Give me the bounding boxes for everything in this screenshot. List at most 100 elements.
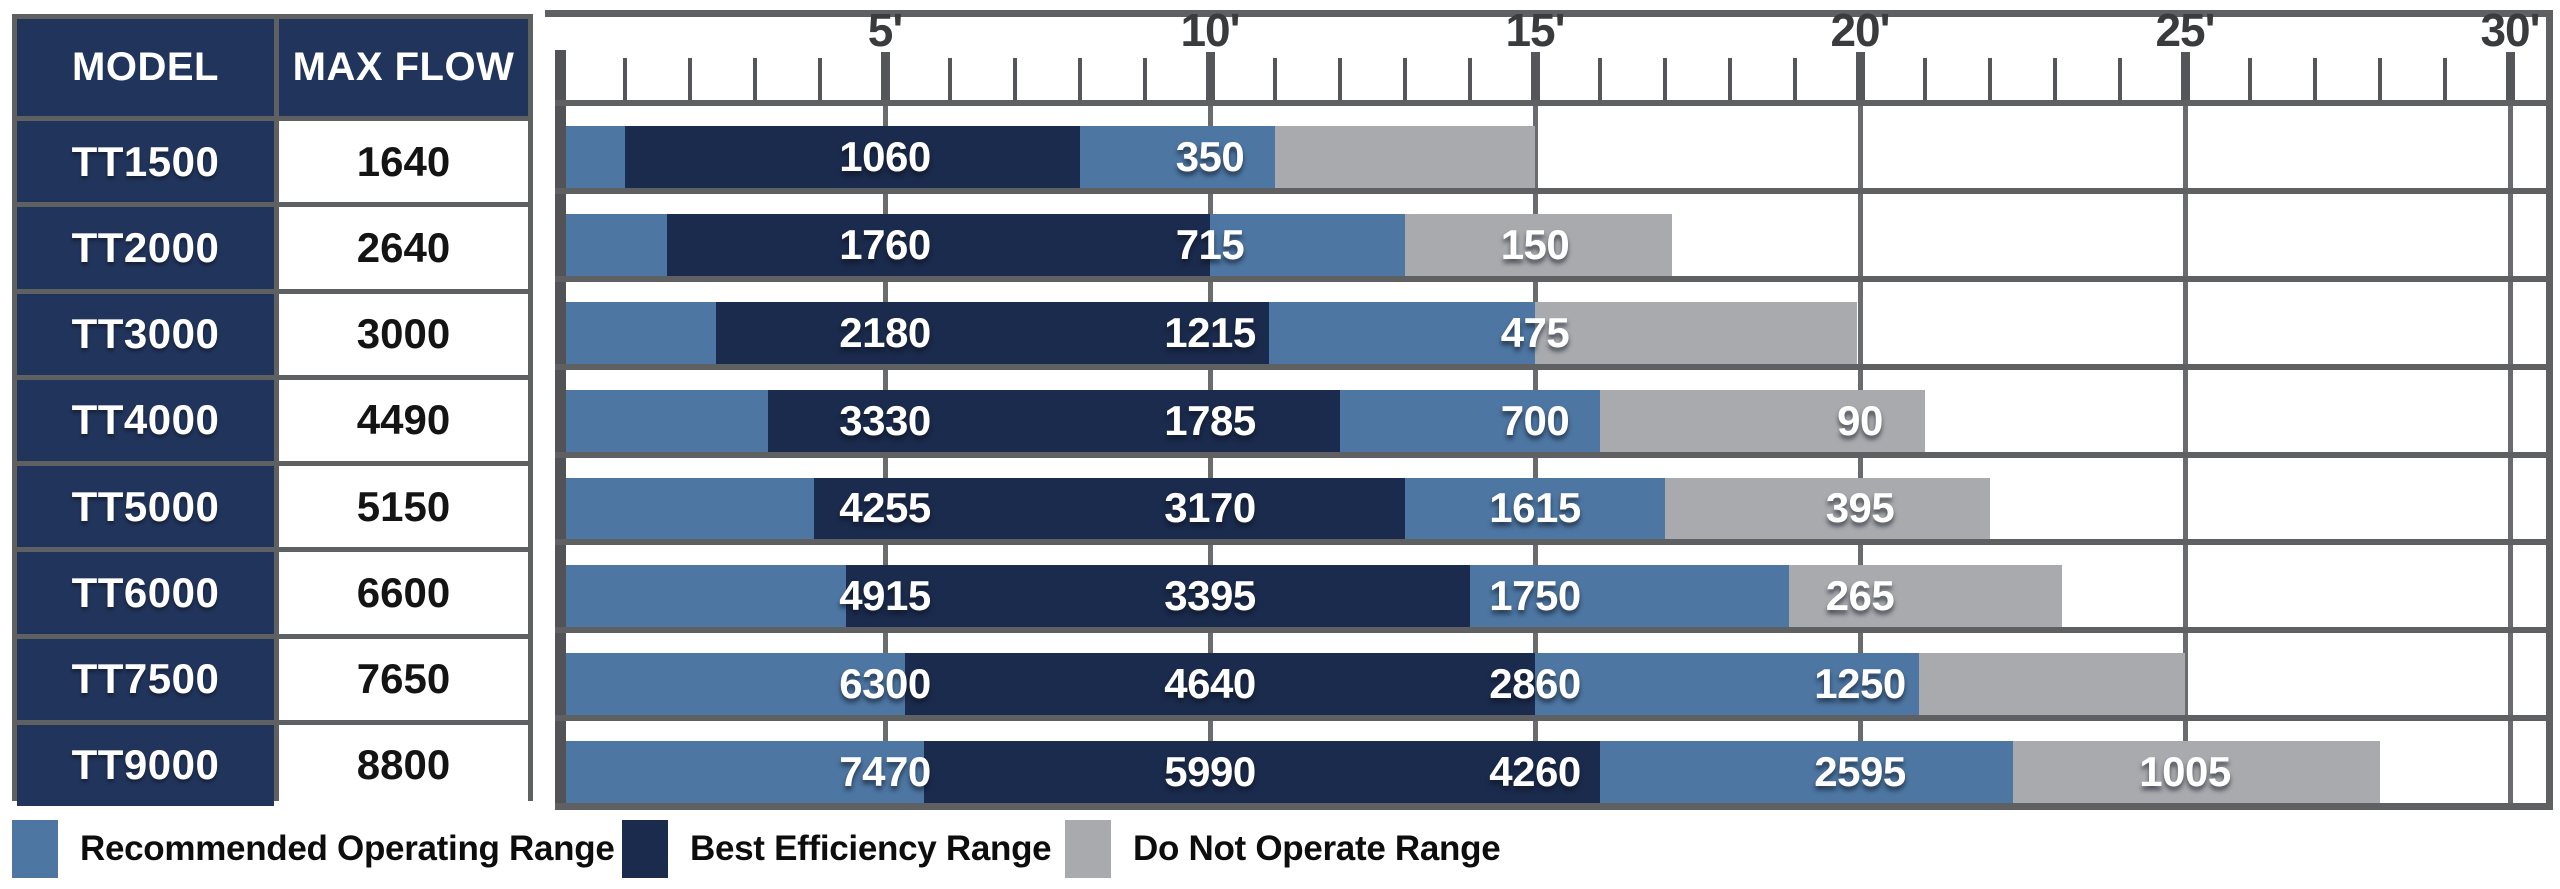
recommended-range-high-TT6000 <box>1470 565 1789 628</box>
flow-label-TT9000-10ft: 5990 <box>1164 748 1256 796</box>
model-cell-TT1500: TT1500 <box>17 121 274 203</box>
major-tick-5ft <box>880 52 890 100</box>
minor-tick <box>1793 58 1797 100</box>
minor-tick <box>1078 58 1082 100</box>
minor-tick <box>1598 58 1602 100</box>
recommended-range-low-TT2000 <box>566 213 668 276</box>
flow-label-TT3000-5ft: 2180 <box>839 308 931 356</box>
recommended-range-high-TT1500 <box>1080 126 1275 188</box>
chart-top-border <box>545 10 2553 17</box>
model-cell-TT2000: TT2000 <box>17 207 274 289</box>
legend-swatch-do-not-operate <box>1065 820 1111 878</box>
row-separator-line <box>555 275 2553 282</box>
flow-label-TT7500-20ft: 1250 <box>1814 660 1906 708</box>
legend-label-do-not-operate: Do Not Operate Range <box>1133 829 1501 868</box>
minor-tick <box>1468 58 1472 100</box>
minor-tick <box>1663 58 1667 100</box>
row-separator-line <box>555 803 2553 810</box>
recommended-range-low-TT3000 <box>566 301 716 364</box>
flow-label-TT1500-10ft: 350 <box>1175 132 1245 180</box>
minor-tick <box>1728 58 1732 100</box>
minor-tick <box>688 58 692 100</box>
flow-label-TT3000-10ft: 1215 <box>1164 308 1256 356</box>
flow-label-TT4000-20ft: 90 <box>1837 396 1883 444</box>
best-efficiency-range-TT3000 <box>716 301 1269 364</box>
recommended-range-high-TT7500 <box>1535 653 1919 716</box>
max-flow-cell-TT5000: 5150 <box>279 466 528 548</box>
minor-tick <box>1143 58 1147 100</box>
flow-label-TT6000-5ft: 4915 <box>839 572 931 620</box>
recommended-range-low-TT1500 <box>566 126 625 188</box>
do-not-operate-range-TT4000 <box>1600 389 1925 452</box>
axis-label-5ft: 5' <box>867 4 904 56</box>
flow-label-TT7500-10ft: 4640 <box>1164 660 1256 708</box>
do-not-operate-range-TT5000 <box>1665 477 1990 540</box>
recommended-range-low-TT7500 <box>566 653 905 716</box>
flow-label-TT4000-5ft: 3330 <box>839 396 931 444</box>
axis-label-10ft: 10' <box>1180 4 1240 56</box>
legend-item-best-efficiency: Best Efficiency Range <box>622 820 1052 878</box>
minor-tick <box>948 58 952 100</box>
major-tick-15ft <box>1530 52 1540 100</box>
model-cell-TT7500: TT7500 <box>17 638 274 720</box>
flow-label-TT5000-5ft: 4255 <box>839 484 931 532</box>
best-efficiency-range-TT4000 <box>768 389 1340 452</box>
major-tick-10ft <box>1205 52 1215 100</box>
axis-label-25ft: 25' <box>2155 4 2215 56</box>
model-spec-table: MODEL MAX FLOW TT1500 1640 TT2000 2640 TT300… <box>12 14 533 806</box>
minor-tick <box>2443 58 2447 100</box>
ruler-baseline <box>555 100 2553 106</box>
minor-tick <box>623 58 627 100</box>
max-flow-cell-TT7500: 7650 <box>279 638 528 720</box>
minor-tick <box>1923 58 1927 100</box>
max-flow-cell-TT3000: 3000 <box>279 293 528 375</box>
axis-label-30ft: 30' <box>2480 4 2540 56</box>
row-separator-line <box>555 187 2553 194</box>
chart-right-border <box>2546 10 2553 810</box>
flow-label-TT2000-5ft: 1760 <box>839 220 931 268</box>
model-cell-TT3000: TT3000 <box>17 293 274 375</box>
minor-tick <box>2248 58 2252 100</box>
legend-label-best-efficiency: Best Efficiency Range <box>690 829 1052 868</box>
minor-tick <box>1273 58 1277 100</box>
legend-swatch-recommended <box>12 820 58 878</box>
flow-label-TT5000-15ft: 1615 <box>1489 484 1581 532</box>
axis-label-20ft: 20' <box>1830 4 1890 56</box>
major-tick-30ft <box>2505 52 2515 100</box>
legend-label-recommended: Recommended Operating Range <box>80 829 615 868</box>
max-flow-column-header: MAX FLOW <box>279 19 528 116</box>
flow-label-TT4000-15ft: 700 <box>1500 396 1570 444</box>
flow-label-TT1500-5ft: 1060 <box>839 132 931 180</box>
legend-item-do-not-operate: Do Not Operate Range <box>1065 820 1501 878</box>
flow-label-TT9000-15ft: 4260 <box>1489 748 1581 796</box>
recommended-range-low-TT9000 <box>566 741 924 803</box>
flow-label-TT3000-15ft: 475 <box>1500 308 1570 356</box>
flow-label-TT4000-10ft: 1785 <box>1164 396 1256 444</box>
row-separator-line <box>555 451 2553 458</box>
model-cell-TT4000: TT4000 <box>17 379 274 461</box>
row-separator-line <box>555 363 2553 370</box>
major-tick-20ft <box>1855 52 1865 100</box>
model-cell-TT6000: TT6000 <box>17 552 274 634</box>
minor-tick <box>2378 58 2382 100</box>
minor-tick <box>2118 58 2122 100</box>
minor-tick <box>1988 58 1992 100</box>
do-not-operate-range-TT6000 <box>1788 565 2062 628</box>
major-tick-25ft <box>2180 52 2190 100</box>
row-separator-line <box>555 539 2553 546</box>
minor-tick <box>818 58 822 100</box>
flow-label-TT6000-10ft: 3395 <box>1164 572 1256 620</box>
do-not-operate-range-TT1500 <box>1275 126 1535 188</box>
do-not-operate-range-TT2000 <box>1405 213 1672 276</box>
flow-label-TT9000-5ft: 7470 <box>839 748 931 796</box>
minor-tick <box>1338 58 1342 100</box>
max-flow-cell-TT2000: 2640 <box>279 207 528 289</box>
minor-tick <box>753 58 757 100</box>
axis-zero-spine <box>555 50 566 809</box>
do-not-operate-range-TT3000 <box>1535 301 1857 364</box>
model-cell-TT9000: TT9000 <box>17 724 274 806</box>
recommended-range-low-TT6000 <box>566 565 846 628</box>
flow-label-TT5000-20ft: 395 <box>1825 484 1895 532</box>
flow-label-TT7500-5ft: 6300 <box>839 660 931 708</box>
